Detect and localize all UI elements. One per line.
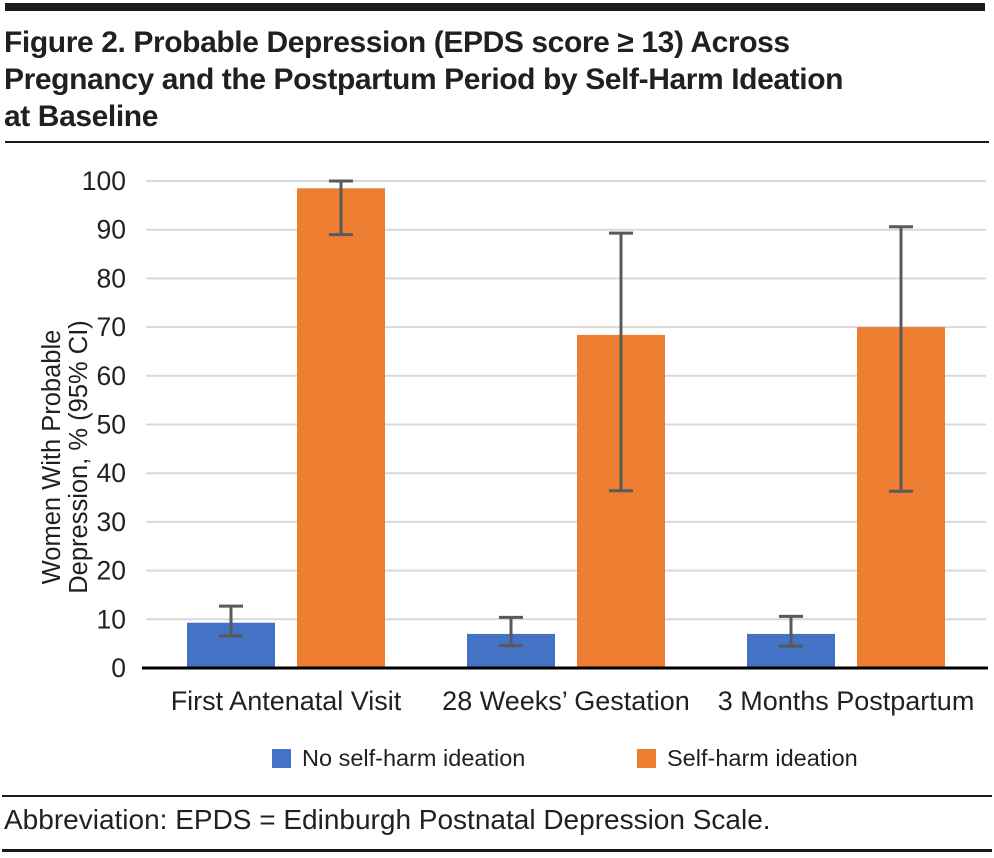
legend-label-no-self-harm-ideation: No self-harm ideation [302,744,526,771]
footnote-top-rule [2,795,992,797]
y-tick-label: 10 [97,604,126,634]
x-category-label: First Antenatal Visit [171,686,402,716]
abbreviation-note: Abbreviation: EPDS = Edinburgh Postnatal… [4,804,771,835]
legend-swatch-orange [637,748,656,768]
y-axis-label: Women With Probable [38,330,66,585]
x-category-label: 28 Weeks’ Gestation [442,686,690,716]
y-tick-label: 90 [97,215,126,245]
legend-item-no-self-harm-ideation: No self-harm ideation [272,744,525,772]
y-tick-label: 30 [97,507,126,537]
figure-title-line-1: Figure 2. Probable Depression (EPDS scor… [4,26,790,59]
top-rule [5,3,985,11]
title-divider-rule [5,141,989,143]
legend-item-self-harm-ideation: Self-harm ideation [637,744,858,772]
y-tick-label: 40 [97,458,126,488]
y-tick-label: 0 [111,653,126,683]
y-axis-label: Depression, % (95% CI) [65,320,93,594]
bar-chart: First Antenatal Visit 28 Weeks’ Gestation… [38,166,988,716]
footnote-bottom-rule [2,849,992,852]
figure-title-line-2: Pregnancy and the Postpartum Period by S… [4,63,844,96]
x-category-label: 3 Months Postpartum [718,686,975,716]
figure-title: Figure 2. Probable Depression (EPDS scor… [4,24,990,135]
y-tick-label: 20 [97,556,126,586]
legend-swatch-blue [272,748,291,768]
legend-label-self-harm-ideation: Self-harm ideation [667,744,858,771]
y-tick-label: 60 [97,361,126,391]
y-tick-label: 50 [97,410,126,440]
bar-self-harm-ideation [297,188,385,668]
y-tick-label: 70 [97,312,126,342]
figure-title-line-3: at Baseline [4,100,159,133]
legend: No self-harm ideation Self-harm ideation [0,744,994,774]
y-tick-label: 100 [82,166,126,196]
y-tick-label: 80 [97,263,126,293]
